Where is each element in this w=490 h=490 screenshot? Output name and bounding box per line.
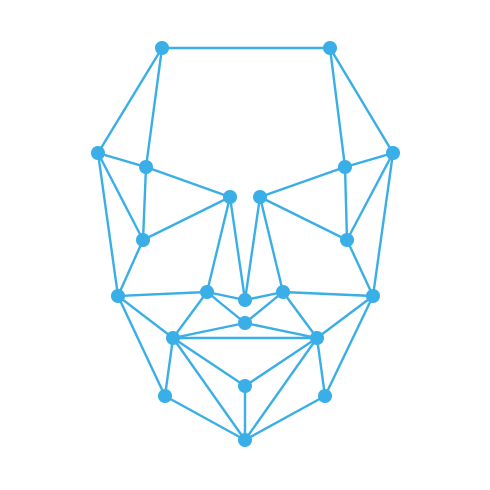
- mesh-edge: [281, 290, 319, 340]
- mesh-node: [166, 331, 180, 345]
- mesh-edge: [116, 294, 175, 340]
- mesh-edge: [258, 165, 347, 199]
- mesh-node: [200, 285, 214, 299]
- mesh-edge: [258, 195, 285, 294]
- mesh-node: [238, 293, 252, 307]
- mesh-edge: [96, 151, 120, 298]
- mesh-node: [158, 389, 172, 403]
- mesh-edges: [96, 46, 395, 442]
- mesh-node: [238, 379, 252, 393]
- mesh-edge: [315, 294, 375, 340]
- mesh-node: [155, 41, 169, 55]
- mesh-edge: [243, 290, 285, 325]
- mesh-edge: [343, 151, 395, 169]
- mesh-node: [238, 316, 252, 330]
- mesh-edge: [228, 195, 247, 302]
- mesh-node: [386, 146, 400, 160]
- mesh-edge: [171, 336, 247, 388]
- mesh-node: [366, 289, 380, 303]
- mesh-node: [91, 146, 105, 160]
- mesh-edge: [345, 238, 375, 298]
- mesh-edge: [141, 195, 232, 242]
- mesh-edge: [205, 195, 232, 294]
- mesh-edge: [328, 46, 347, 169]
- mesh-edge: [171, 290, 209, 340]
- mesh-edge: [343, 165, 349, 242]
- mesh-edge: [171, 336, 247, 442]
- mesh-edge: [163, 394, 247, 442]
- mesh-edge: [323, 294, 375, 398]
- mesh-edge: [116, 238, 145, 298]
- mesh-edge: [144, 165, 232, 199]
- mesh-edge: [328, 46, 395, 155]
- mesh-nodes: [91, 41, 400, 447]
- mesh-edge: [163, 336, 175, 398]
- mesh-node: [318, 389, 332, 403]
- mesh-node: [223, 190, 237, 204]
- mesh-node: [323, 41, 337, 55]
- mesh-edge: [171, 321, 247, 340]
- mesh-edge: [345, 151, 395, 242]
- mesh-edge: [243, 336, 319, 388]
- mesh-edge: [96, 46, 164, 155]
- mesh-edge: [116, 294, 167, 398]
- mesh-edge: [141, 165, 148, 242]
- mesh-edge: [243, 195, 262, 302]
- mesh-edge: [258, 195, 349, 242]
- mesh-node: [310, 331, 324, 345]
- mesh-edge: [96, 151, 145, 242]
- mesh-edge: [144, 46, 164, 169]
- mesh-node: [111, 289, 125, 303]
- mesh-edge: [371, 151, 395, 298]
- mesh-node: [136, 233, 150, 247]
- mesh-node: [276, 285, 290, 299]
- mesh-node: [139, 160, 153, 174]
- mesh-node: [238, 433, 252, 447]
- mesh-edge: [315, 336, 327, 398]
- mesh-edge: [96, 151, 148, 169]
- mesh-edge: [205, 290, 247, 325]
- mesh-node: [253, 190, 267, 204]
- mesh-node: [340, 233, 354, 247]
- mesh-edge: [116, 290, 209, 298]
- mesh-node: [338, 160, 352, 174]
- mesh-edge: [243, 321, 319, 340]
- mesh-edge: [243, 394, 327, 442]
- mesh-edge: [243, 336, 319, 442]
- mesh-edge: [281, 290, 375, 298]
